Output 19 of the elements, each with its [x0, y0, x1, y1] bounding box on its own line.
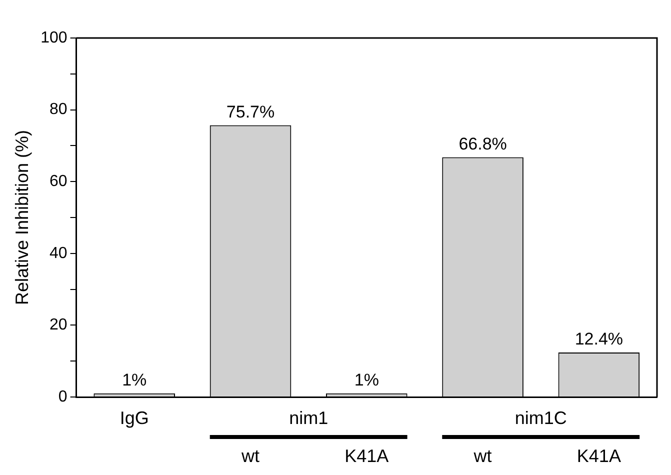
- x-tick-label: wt: [240, 446, 260, 466]
- y-tick-label: 20: [50, 316, 68, 334]
- text: nim1C: [514, 408, 567, 428]
- x-tick-label: wt: [472, 446, 492, 466]
- y-tick-label: 60: [50, 173, 68, 190]
- data-label: 66.8%: [458, 134, 507, 154]
- y-tick-label: 0: [58, 388, 68, 406]
- text: nim1: [289, 408, 328, 428]
- y-axis-title: Relative Inhibition (%): [12, 130, 32, 306]
- x-tick-label: K41A: [344, 446, 389, 466]
- data-label: 1%: [122, 370, 147, 390]
- y-tick-label: 40: [50, 244, 68, 262]
- data-label: 12.4%: [574, 330, 624, 349]
- data-label: 1%: [354, 370, 379, 390]
- y-tick-label: 100: [40, 29, 68, 46]
- x-tick-label: IgG: [120, 408, 149, 428]
- x-tick-label: K41A: [576, 446, 621, 466]
- data-label: 75.7%: [226, 102, 275, 122]
- y-tick-label: 80: [50, 101, 68, 118]
